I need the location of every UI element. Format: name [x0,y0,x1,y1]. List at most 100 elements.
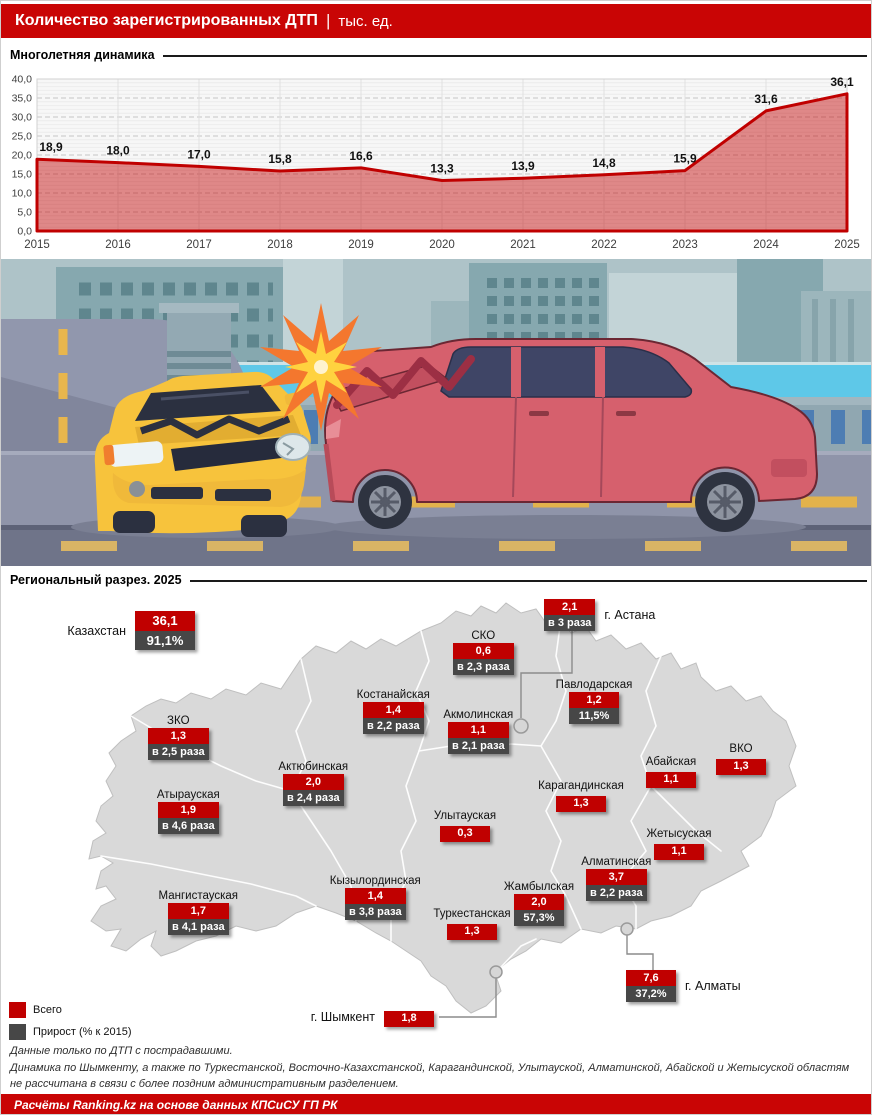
accidents-area-chart: 0,0 5,0 10,0 15,0 20,0 25,0 30,0 35,0 40,0 2015 20… [12,74,860,252]
svg-text:2019: 2019 [348,239,374,251]
region-label: Жамбылская [503,881,575,893]
region-value-boxes: 1,9 в 4,6 раза [158,802,219,835]
region-label: г. Алматы [685,979,741,994]
region-label: Кызылординская [329,875,421,887]
taillight [326,419,341,439]
region-label: Улытауская [433,810,497,822]
title-unit: тыс. ед. [338,12,393,30]
region-label: Туркестанская [433,908,511,920]
svg-text:35,0: 35,0 [12,93,33,105]
data-label: 17,0 [187,147,211,161]
svg-text:2015: 2015 [24,239,50,251]
region-callout: Актюбинская 2,0 в 2,4 раза [278,761,348,807]
region-callout: Казахстан 36,1 91,1% [67,611,195,651]
region-value-boxes: 1,1 [646,771,696,788]
region-growth-value: в 3 раза [544,615,596,632]
section-dynamics-header: Многолетняя динамика [10,48,867,62]
region-value-boxes: 1,3 [716,758,766,775]
region-callout: ЗКО 1,3 в 2,5 раза [148,715,209,761]
region-growth-value: в 3,8 раза [345,904,406,921]
svg-text:2024: 2024 [753,239,779,251]
region-total-value: 1,3 [447,923,497,940]
kazakhstan-map [88,602,797,1018]
svg-text:5,0: 5,0 [17,207,32,219]
region-label: Абайская [645,756,697,768]
legend-item-growth: Прирост (% к 2015) [9,1024,132,1040]
region-callout: Карагандинская 1,3 [538,780,624,812]
callout-connectors [439,630,654,1018]
headlight [108,441,164,467]
region-label: ЗКО [167,715,190,727]
region-callout: г. Алматы 7,6 37,2% [626,970,741,1003]
region-callout: Мангистауская 1,7 в 4,1 раза [159,890,238,936]
region-value-boxes: 1,8 [384,1010,434,1027]
header-bar: Количество зарегистрированных ДТП | тыс.… [1,4,871,38]
region-total-value: 1,2 [569,692,619,709]
svg-text:2017: 2017 [186,239,212,251]
region-callout: г. Шымкент 1,8 [311,1008,434,1027]
region-total-value: 1,1 [448,722,509,739]
crumpled-hood [139,415,291,439]
svg-text:30,0: 30,0 [12,112,33,124]
footnote-line-2: Динамика по Шымкенту, а также по Туркест… [10,1061,850,1091]
region-total-value: 1,3 [148,728,209,745]
region-total-value: 1,3 [716,758,766,775]
region-growth-value: 57,3% [514,910,564,927]
red-car-windows [440,346,693,398]
svg-text:2021: 2021 [510,239,536,251]
car-crash-illustration [1,259,871,566]
svg-text:10,0: 10,0 [12,188,33,200]
section-rule [162,55,867,57]
region-label: Атырауская [156,789,220,801]
region-label: Жетысуская [646,828,712,840]
region-label: Мангистауская [158,890,239,902]
page-title: Количество зарегистрированных ДТП [15,12,318,29]
region-total-value: 36,1 [135,611,195,631]
region-callout: СКО 0,6 в 2,3 раза [453,630,514,676]
svg-text:25,0: 25,0 [12,131,33,143]
legend-item-total: Всего [9,1002,62,1018]
region-callout: Туркестанская 1,3 [433,908,511,940]
region-growth-value: 91,1% [135,630,195,651]
region-callout: Алматинская 3,7 в 2,2 раза [581,856,651,902]
region-value-boxes: 0,3 [440,825,490,842]
legend-label-total: Всего [33,1004,62,1016]
region-label: г. Астана [604,608,656,623]
region-callout: Кызылординская 1,4 в 3,8 раза [330,875,421,921]
region-value-boxes: 3,7 в 2,2 раза [586,869,647,902]
source-text: Расчёты Ranking.kz на основе данных КПСи… [14,1098,338,1112]
region-value-boxes: 1,3 [556,795,606,812]
region-total-value: 1,1 [654,843,704,860]
red-car [323,338,818,532]
svg-text:2020: 2020 [429,239,455,251]
region-label: Павлодарская [555,679,633,691]
region-label: Акмолинская [443,709,514,721]
city-markers [489,718,634,979]
area-series [35,92,849,233]
region-label: ВКО [729,743,753,755]
region-value-boxes: 1,3 в 2,5 раза [148,728,209,761]
data-label: 31,6 [754,92,778,106]
region-total-value: 0,6 [453,643,514,660]
region-total-value: 2,1 [544,599,596,616]
region-total-value: 0,3 [440,825,490,842]
region-total-value: 1,7 [168,903,229,920]
region-value-boxes: 1,4 в 2,2 раза [363,702,424,735]
windshield [135,385,281,421]
region-total-value: 2,0 [283,774,344,791]
region-callout: Акмолинская 1,1 в 2,1 раза [443,709,513,755]
data-label: 36,1 [830,75,854,89]
svg-text:15,0: 15,0 [12,169,33,181]
svg-text:2016: 2016 [105,239,131,251]
footnote-line-1: Данные только по ДТП с пострадавшими. [10,1045,233,1057]
data-label: 13,3 [430,161,454,175]
region-value-boxes: 2,0 57,3% [514,894,564,927]
region-callout: г. Астана 2,1 в 3 раза [544,599,655,632]
region-value-boxes: 2,1 в 3 раза [544,599,596,632]
region-total-value: 1,4 [345,888,406,905]
region-growth-value: в 2,1 раза [448,738,509,755]
section-regional-title: Региональный разрез. 2025 [10,573,182,587]
region-value-boxes: 7,6 37,2% [626,970,676,1003]
almaty-marker [620,922,634,936]
